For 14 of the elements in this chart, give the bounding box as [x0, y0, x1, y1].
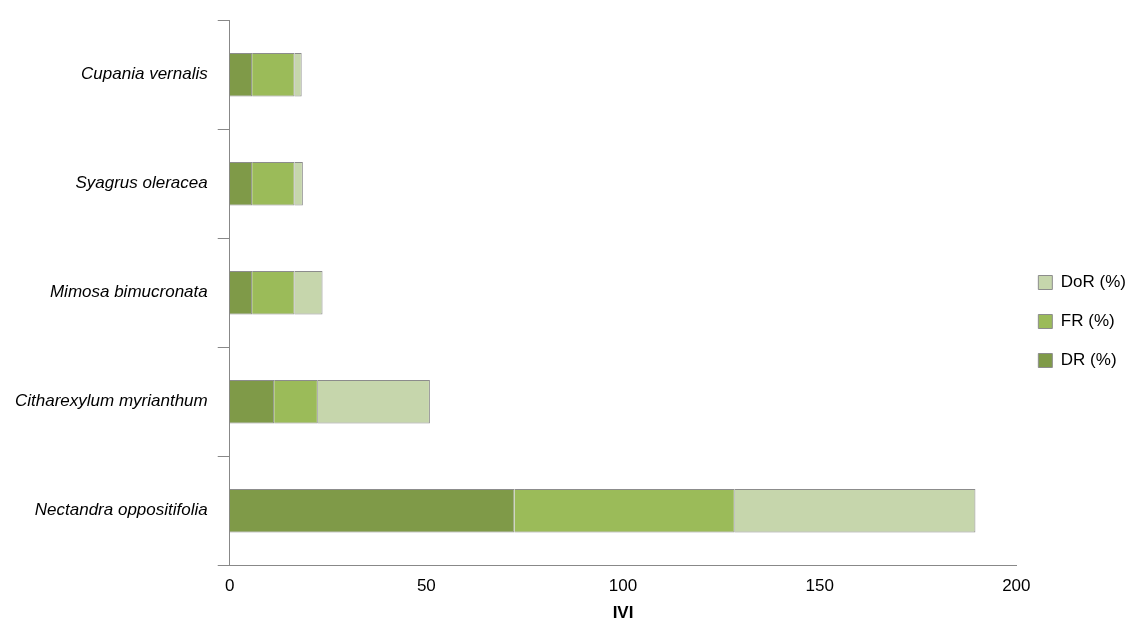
x-tick-label: 200 — [1002, 576, 1031, 596]
y-tick-label: Mimosa bimucronata — [49, 282, 208, 302]
y-tick-label: Syagrus oleracea — [75, 173, 208, 193]
x-axis-title: IVI — [612, 603, 634, 623]
x-tick-label: 100 — [608, 576, 638, 596]
x-tick-label: 50 — [416, 576, 436, 596]
y-tick-label: Nectandra oppositifolia — [34, 500, 208, 520]
legend-label: DoR (%) — [1060, 272, 1126, 292]
x-tick-label: 0 — [224, 576, 235, 596]
legend-label: DR (%) — [1060, 350, 1117, 370]
x-tick-label: 150 — [805, 576, 834, 596]
y-tick-label: Cupania vernalis — [81, 64, 209, 84]
y-tick-label: Citharexylum myrianthum — [14, 391, 208, 411]
legend-label: FR (%) — [1060, 311, 1115, 331]
